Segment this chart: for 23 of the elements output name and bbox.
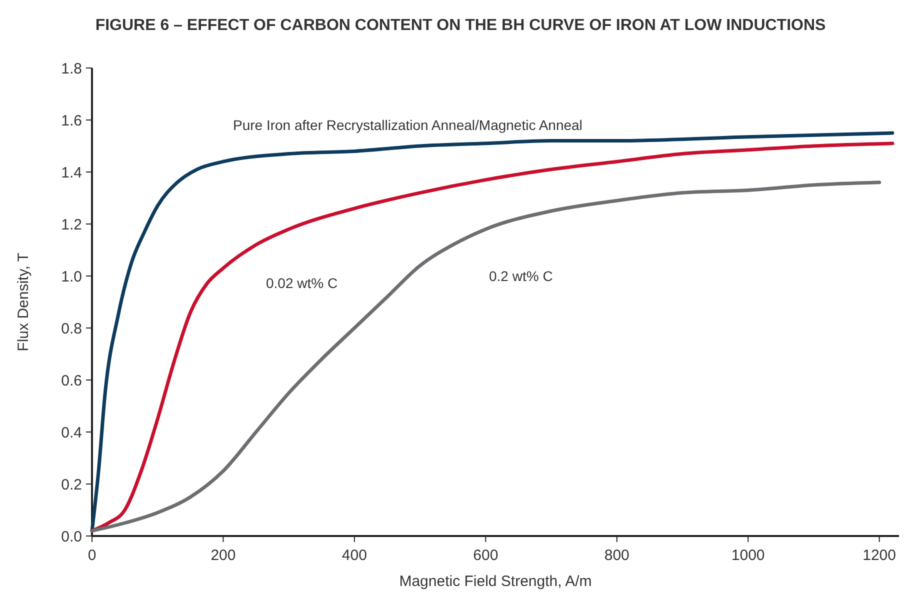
x-tick-label: 1000 [731,547,765,564]
x-tick-label: 600 [473,547,498,564]
chart-title: FIGURE 6 – EFFECT OF CARBON CONTENT ON THE BH CURVE OF IRON AT LOW INDUCTIONS [95,17,826,34]
x-tick-label: 0 [88,547,96,564]
x-tick-label: 800 [604,547,630,564]
x-tick-label: 400 [342,547,367,564]
series-label: Pure Iron after Recrystallization Anneal/Magnetic Anneal [233,117,582,133]
x-axis-title: Magnetic Field Strength, A/m [399,573,592,590]
y-tick-label: 1.0 [61,268,82,286]
text: 0.2 wt% C [489,268,553,284]
x-tick-label: 200 [210,547,236,564]
y-tick-label: 0.8 [61,320,82,338]
y-tick-label: 1.4 [61,164,82,182]
text: 0.02 wt% C [266,275,338,291]
y-tick-label: 1.8 [61,60,82,78]
y-tick-label: 1.2 [61,216,82,234]
y-tick-label: 1.6 [61,112,82,130]
y-tick-label: 0.6 [61,372,82,390]
x-tick-label: 1200 [862,547,896,564]
y-axis-title: Flux Density, T [15,252,32,352]
y-tick-label: 0.2 [61,476,82,494]
y-tick-label: 0.0 [61,528,82,546]
y-tick-label: 0.4 [61,424,82,442]
